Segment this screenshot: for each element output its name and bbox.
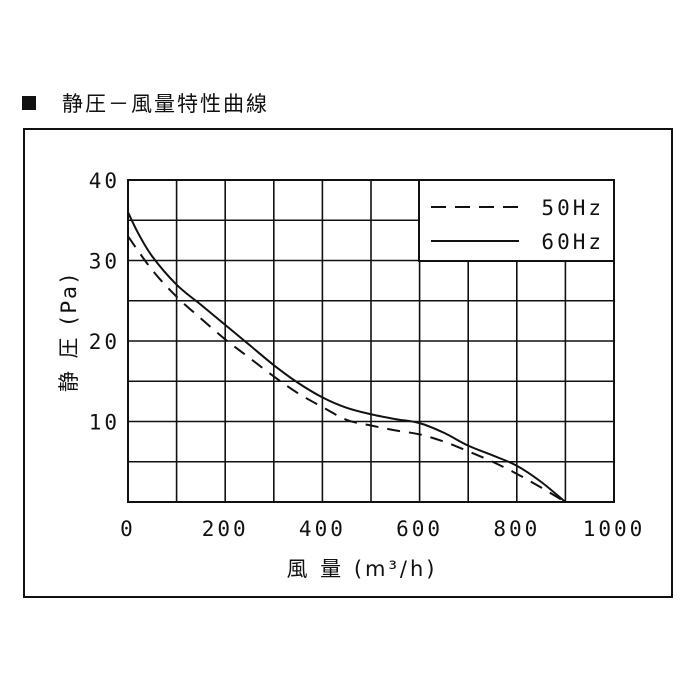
x-tick-label: 1000 [583,517,646,541]
chart-title: 静圧－風量特性曲線 [62,92,269,116]
legend-label-60hz: 60Hz [541,230,604,254]
title-bullet-square [22,96,36,110]
chart-title-row: 静圧－風量特性曲線 [22,88,269,118]
y-tick-label: 30 [89,250,120,274]
y-tick-label: 10 [89,411,120,435]
y-tick-label: 20 [89,330,120,354]
y-tick-labels: 10 20 30 40 [89,169,120,435]
x-tick-label: 800 [493,517,540,541]
legend-box [418,179,615,262]
x-tick-label: 0 [120,517,136,541]
legend: 50Hz 60Hz [418,179,615,262]
legend-label-50hz: 50Hz [541,196,604,220]
series-line-60hz [127,211,567,503]
series-layer [127,211,567,503]
x-tick-labels: 0 200 400 600 800 1000 [120,517,646,541]
chart-frame [23,128,673,598]
x-axis-label: 風 量 (m³/h) [287,557,438,581]
y-tick-label: 40 [89,169,120,193]
plot-area-border [127,179,615,503]
y-axis-label: 静 圧 (Pa) [57,272,81,392]
series-line-50hz [127,235,566,503]
x-tick-label: 600 [396,517,443,541]
x-tick-label: 200 [202,517,249,541]
x-tick-label: 400 [299,517,346,541]
